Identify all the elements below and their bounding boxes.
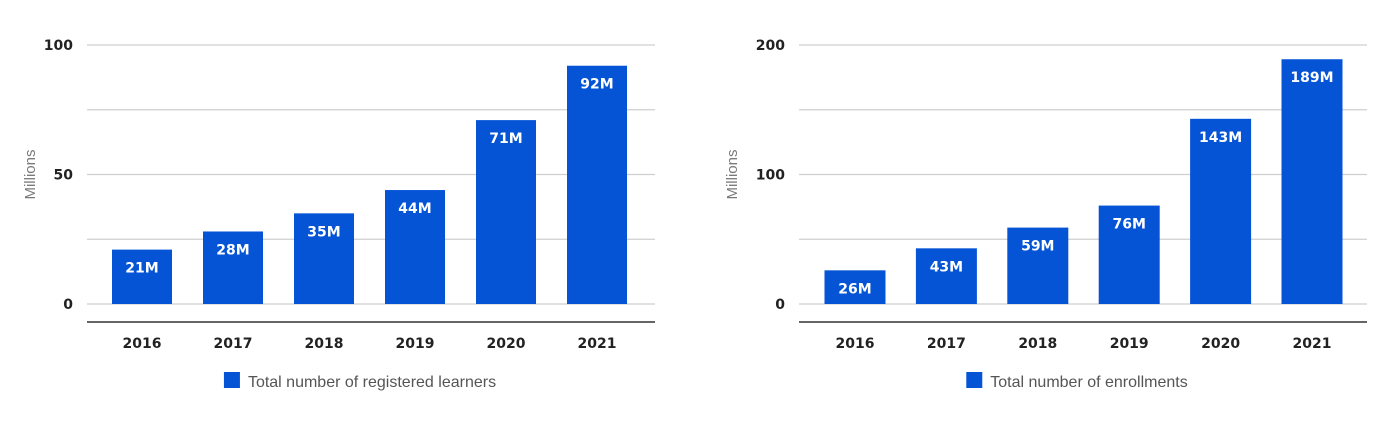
bar-value-label: 92M [580, 77, 613, 93]
legend: Total number of enrollments [966, 372, 1188, 391]
x-tick-label: 2020 [1201, 336, 1240, 352]
x-tick-label: 2020 [487, 336, 526, 352]
y-tick-label: 0 [775, 297, 785, 313]
bar-value-label: 143M [1199, 130, 1242, 146]
x-tick-label: 2017 [927, 336, 966, 352]
y-tick-label: 50 [54, 168, 74, 184]
y-tick-label: 100 [756, 168, 785, 184]
legend: Total number of registered learners [223, 372, 496, 391]
bar [1007, 227, 1069, 304]
bar [567, 65, 627, 304]
x-tick-label: 2018 [1018, 336, 1057, 352]
enrollments-chart: 0 100 200 Millions 26M 2016 43M 2017 59M 2018 76M 2… [724, 38, 1367, 391]
legend-label: Total number of enrollments [990, 374, 1187, 391]
x-tick-label: 2016 [123, 336, 162, 352]
registered-learners-chart: 0 50 100 Millions 21M 2016 28M 2017 35M 2018 44M 20… [22, 38, 655, 391]
bar-value-label: 189M [1290, 70, 1333, 86]
legend-swatch [966, 372, 983, 388]
x-tick-label: 2016 [836, 336, 875, 352]
legend-swatch [223, 372, 240, 388]
bar-value-label: 44M [398, 201, 431, 217]
bar-value-label: 43M [930, 259, 963, 275]
y-tick-label: 100 [44, 38, 73, 54]
bar [385, 190, 445, 304]
bar [1098, 205, 1160, 304]
x-tick-label: 2021 [578, 336, 617, 352]
bar-value-label: 26M [838, 281, 871, 297]
x-tick-label: 2019 [1110, 336, 1149, 352]
bar-value-label: 35M [307, 224, 340, 240]
y-tick-label: 0 [63, 297, 73, 313]
y-axis-label: Millions [724, 149, 741, 199]
y-axis-label: Millions [22, 149, 39, 199]
bar [203, 231, 263, 304]
bar [824, 270, 886, 304]
x-tick-label: 2019 [396, 336, 435, 352]
bar [112, 249, 172, 304]
bar [915, 248, 977, 304]
x-tick-label: 2017 [214, 336, 253, 352]
bar-value-label: 71M [489, 131, 522, 147]
bar-value-label: 28M [216, 242, 249, 258]
x-tick-label: 2018 [305, 336, 344, 352]
bar [294, 213, 354, 304]
bar [1281, 59, 1343, 305]
x-tick-label: 2021 [1293, 336, 1332, 352]
y-tick-label: 200 [756, 38, 785, 54]
bar [476, 120, 536, 304]
bar [1190, 118, 1252, 304]
bar-value-label: 21M [125, 261, 158, 277]
legend-label: Total number of registered learners [248, 374, 496, 391]
bar-value-label: 76M [1112, 217, 1145, 233]
bar-value-label: 59M [1021, 239, 1054, 255]
